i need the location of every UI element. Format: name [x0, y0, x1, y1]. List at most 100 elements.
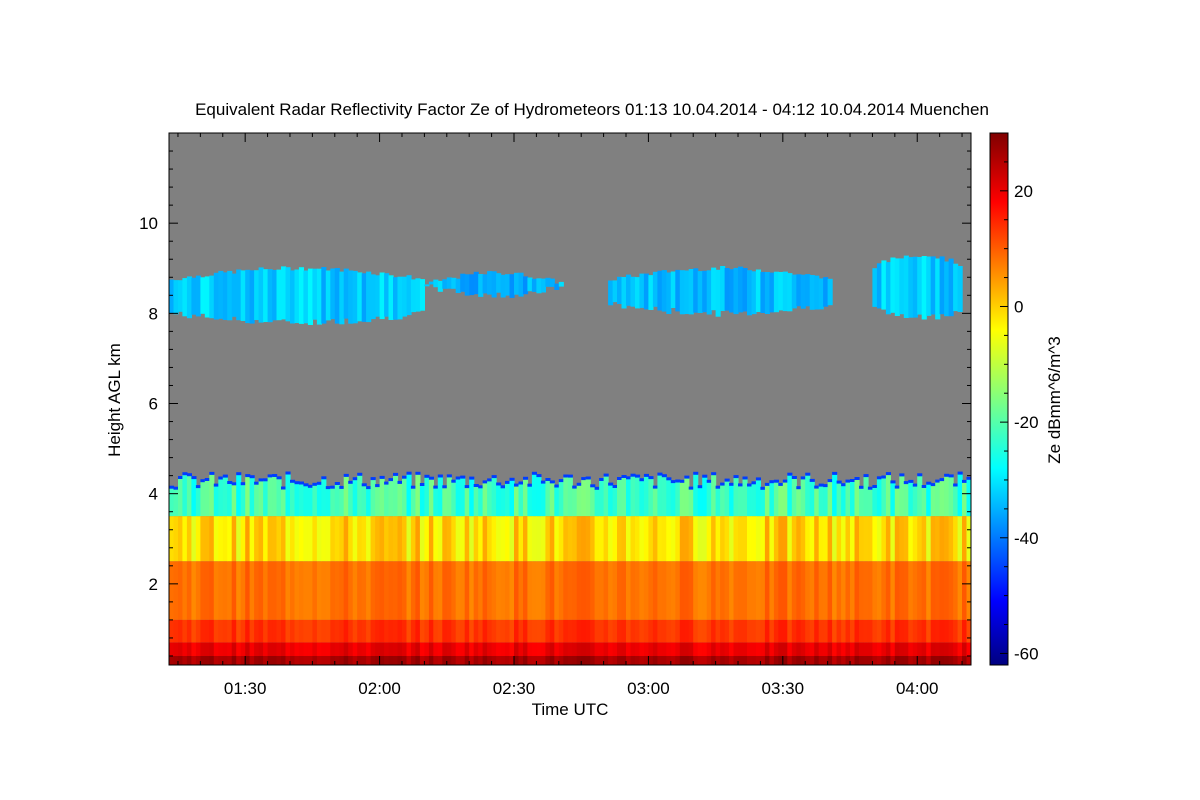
echo-cell — [661, 476, 667, 517]
echo-cell — [599, 656, 605, 665]
echo-cell — [809, 516, 815, 562]
echo-cell — [894, 642, 900, 656]
echo-cell — [953, 619, 959, 643]
echo-cell — [760, 642, 766, 656]
echo-cell — [639, 656, 645, 665]
echo-cell — [769, 516, 775, 562]
echo-cell — [724, 619, 730, 643]
echo-cell — [693, 642, 699, 656]
echo-cell — [357, 474, 363, 517]
echo-cell — [321, 656, 327, 665]
echo-cell — [764, 642, 770, 656]
echo-cell — [738, 516, 744, 562]
echo-cell — [240, 484, 246, 517]
echo-cell — [294, 516, 300, 562]
echo-cell — [778, 516, 784, 562]
echo-edge — [603, 473, 609, 477]
echo-cell — [204, 516, 210, 562]
echo-cell — [209, 656, 215, 665]
echo-cell — [298, 642, 304, 656]
echo-cell — [652, 516, 658, 562]
echo-cell — [272, 476, 278, 517]
echo-cell — [747, 485, 753, 517]
echo-cell — [666, 479, 672, 517]
echo-cell — [227, 619, 233, 643]
echo-cell — [585, 642, 591, 656]
echo-edge — [881, 475, 887, 479]
echo-cell — [608, 656, 614, 665]
echo-cell — [670, 516, 676, 562]
echo-cell — [800, 478, 806, 517]
echo-cell — [330, 656, 336, 665]
echo-cell — [876, 561, 882, 620]
echo-cell — [679, 656, 685, 665]
echo-cell — [648, 478, 654, 517]
echo-cell — [209, 642, 215, 656]
echo-cell — [558, 561, 564, 620]
echo-cell — [191, 277, 197, 315]
echo-cell — [917, 619, 923, 643]
echo-edge — [549, 480, 555, 484]
echo-cell — [451, 277, 457, 289]
echo-cell — [608, 484, 614, 517]
echo-cell — [702, 561, 708, 620]
echo-cell — [859, 656, 865, 665]
echo-edge — [348, 480, 354, 484]
echo-cell — [294, 561, 300, 620]
echo-cell — [747, 516, 753, 562]
echo-cell — [948, 476, 954, 517]
echo-cell — [953, 516, 959, 562]
echo-cell — [186, 656, 192, 665]
echo-cell — [867, 516, 873, 562]
echo-cell — [899, 656, 905, 665]
echo-cell — [773, 561, 779, 620]
echo-cell — [169, 561, 175, 620]
echo-edge — [814, 485, 820, 489]
echo-cell — [944, 656, 950, 665]
echo-cell — [424, 516, 430, 562]
echo-cell — [514, 516, 520, 562]
echo-cell — [567, 516, 573, 562]
echo-cell — [540, 516, 546, 562]
echo-cell — [572, 619, 578, 643]
echo-cell — [805, 642, 811, 656]
echo-cell — [832, 656, 838, 665]
echo-cell — [903, 483, 909, 517]
echo-cell — [630, 619, 636, 643]
echo-cell — [325, 619, 331, 643]
echo-cell — [782, 271, 788, 312]
echo-cell — [720, 516, 726, 562]
echo-edge — [307, 484, 313, 488]
echo-cell — [603, 619, 609, 643]
echo-cell — [209, 275, 215, 319]
echo-edge — [733, 475, 739, 479]
echo-cell — [294, 483, 300, 517]
echo-cell — [410, 642, 416, 656]
echo-cell — [281, 266, 287, 320]
echo-cell — [361, 561, 367, 620]
echo-cell — [370, 561, 376, 620]
echo-cell — [648, 656, 654, 665]
echo-edge — [451, 479, 457, 483]
echo-cell — [366, 642, 372, 656]
echo-cell — [370, 656, 376, 665]
echo-cell — [836, 642, 842, 656]
echo-cell — [796, 516, 802, 562]
echo-cell — [281, 488, 287, 517]
echo-cell — [249, 561, 255, 620]
echo-edge — [867, 486, 873, 490]
echo-cell — [563, 476, 569, 517]
echo-cell — [800, 274, 806, 309]
echo-cell — [912, 485, 918, 517]
colorbar-tick-label: -20 — [1014, 413, 1039, 432]
echo-cell — [935, 481, 941, 517]
echo-cell — [930, 256, 936, 315]
echo-cell — [679, 619, 685, 643]
echo-cell — [339, 619, 345, 643]
echo-cell — [254, 619, 260, 643]
echo-cell — [384, 516, 390, 562]
echo-cell — [962, 561, 968, 620]
echo-edge — [854, 477, 860, 480]
echo-cell — [639, 516, 645, 562]
echo-cell — [428, 619, 434, 643]
